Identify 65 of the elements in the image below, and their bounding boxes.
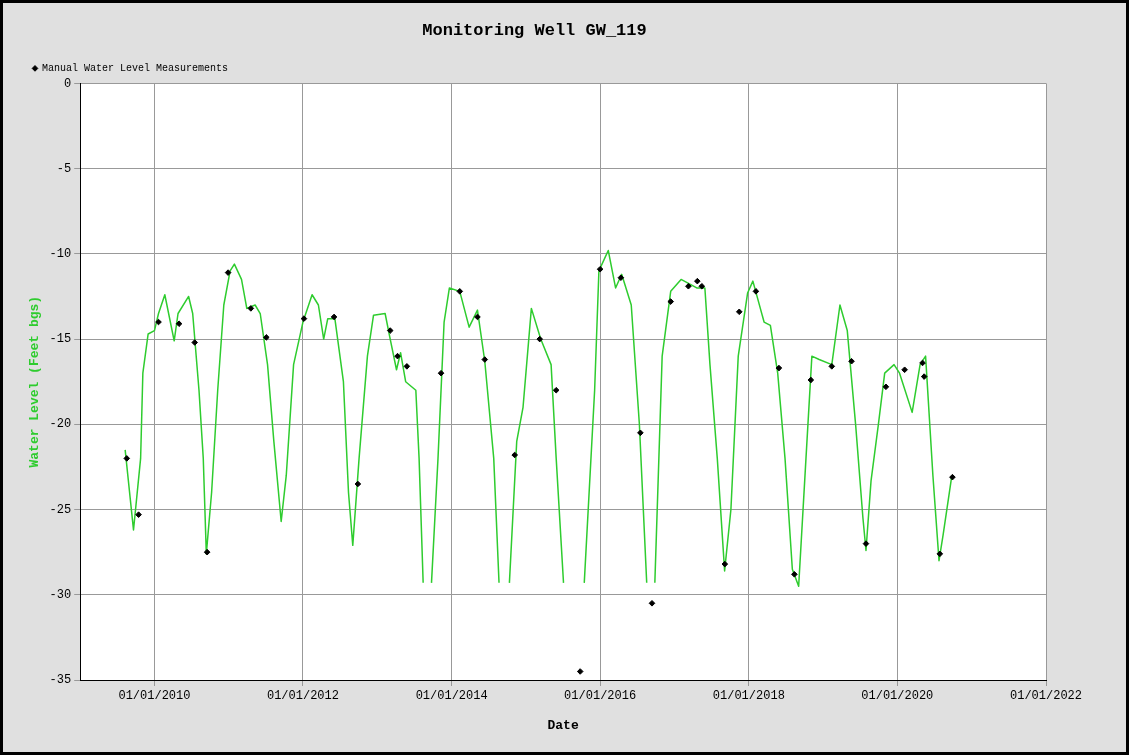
point [330, 313, 338, 321]
y-tick-label: -25 [49, 502, 72, 517]
point [828, 363, 836, 370]
x-tick-label: 01/01/2022 [1009, 689, 1083, 704]
point [848, 357, 855, 365]
x-tick-label: 01/01/2018 [712, 689, 785, 704]
x-tick-label: 01/01/2020 [861, 689, 934, 704]
y-tick-label: -30 [49, 587, 72, 602]
point [637, 429, 644, 437]
point [596, 265, 604, 273]
point [807, 376, 815, 384]
x-tick-label: 01/01/2016 [564, 689, 637, 704]
point [456, 288, 464, 295]
point [920, 373, 928, 380]
point [247, 305, 255, 312]
point [552, 386, 560, 394]
legend-label: Manual Water Level Measurements [42, 63, 229, 75]
point [791, 571, 798, 578]
x-axis-title: Date [547, 718, 579, 734]
y-tick-label: -20 [49, 417, 72, 432]
point [123, 455, 131, 462]
chart-title: Monitoring Well GW_119 [422, 21, 647, 41]
point [949, 473, 956, 481]
point [175, 320, 183, 328]
point [354, 480, 362, 488]
point [775, 364, 783, 372]
point [481, 356, 489, 363]
y-tick-label: -15 [49, 332, 72, 347]
point [752, 288, 760, 295]
point [721, 560, 729, 568]
point [694, 277, 701, 285]
x-tick-label: 01/01/2014 [415, 689, 488, 704]
point [862, 540, 870, 547]
point [386, 327, 394, 334]
point [300, 315, 308, 322]
point [224, 269, 232, 276]
point [474, 313, 481, 321]
point [576, 668, 584, 675]
y-tick-label: -35 [49, 673, 72, 688]
y-tick-label: -5 [56, 161, 72, 176]
point [135, 511, 142, 518]
point [155, 318, 162, 326]
point [882, 383, 890, 391]
x-tick-label: 01/01/2010 [118, 689, 191, 704]
point [203, 548, 211, 556]
y-axis-title: Water Level (Feet bgs) [27, 295, 43, 468]
point [437, 369, 445, 377]
point [648, 599, 656, 607]
point [263, 334, 270, 341]
point [735, 308, 743, 316]
point [394, 352, 401, 360]
point [901, 366, 908, 374]
y-tick-label: -10 [49, 247, 72, 262]
point [536, 335, 544, 343]
point [511, 451, 518, 459]
point [403, 363, 411, 370]
point [617, 274, 625, 282]
point [919, 359, 926, 367]
point [191, 339, 199, 346]
point [667, 298, 675, 305]
x-tick-label: 01/01/2012 [266, 689, 339, 704]
y-tick-label: 0 [64, 76, 72, 91]
point [698, 282, 706, 290]
point [936, 550, 944, 558]
point [685, 282, 692, 290]
